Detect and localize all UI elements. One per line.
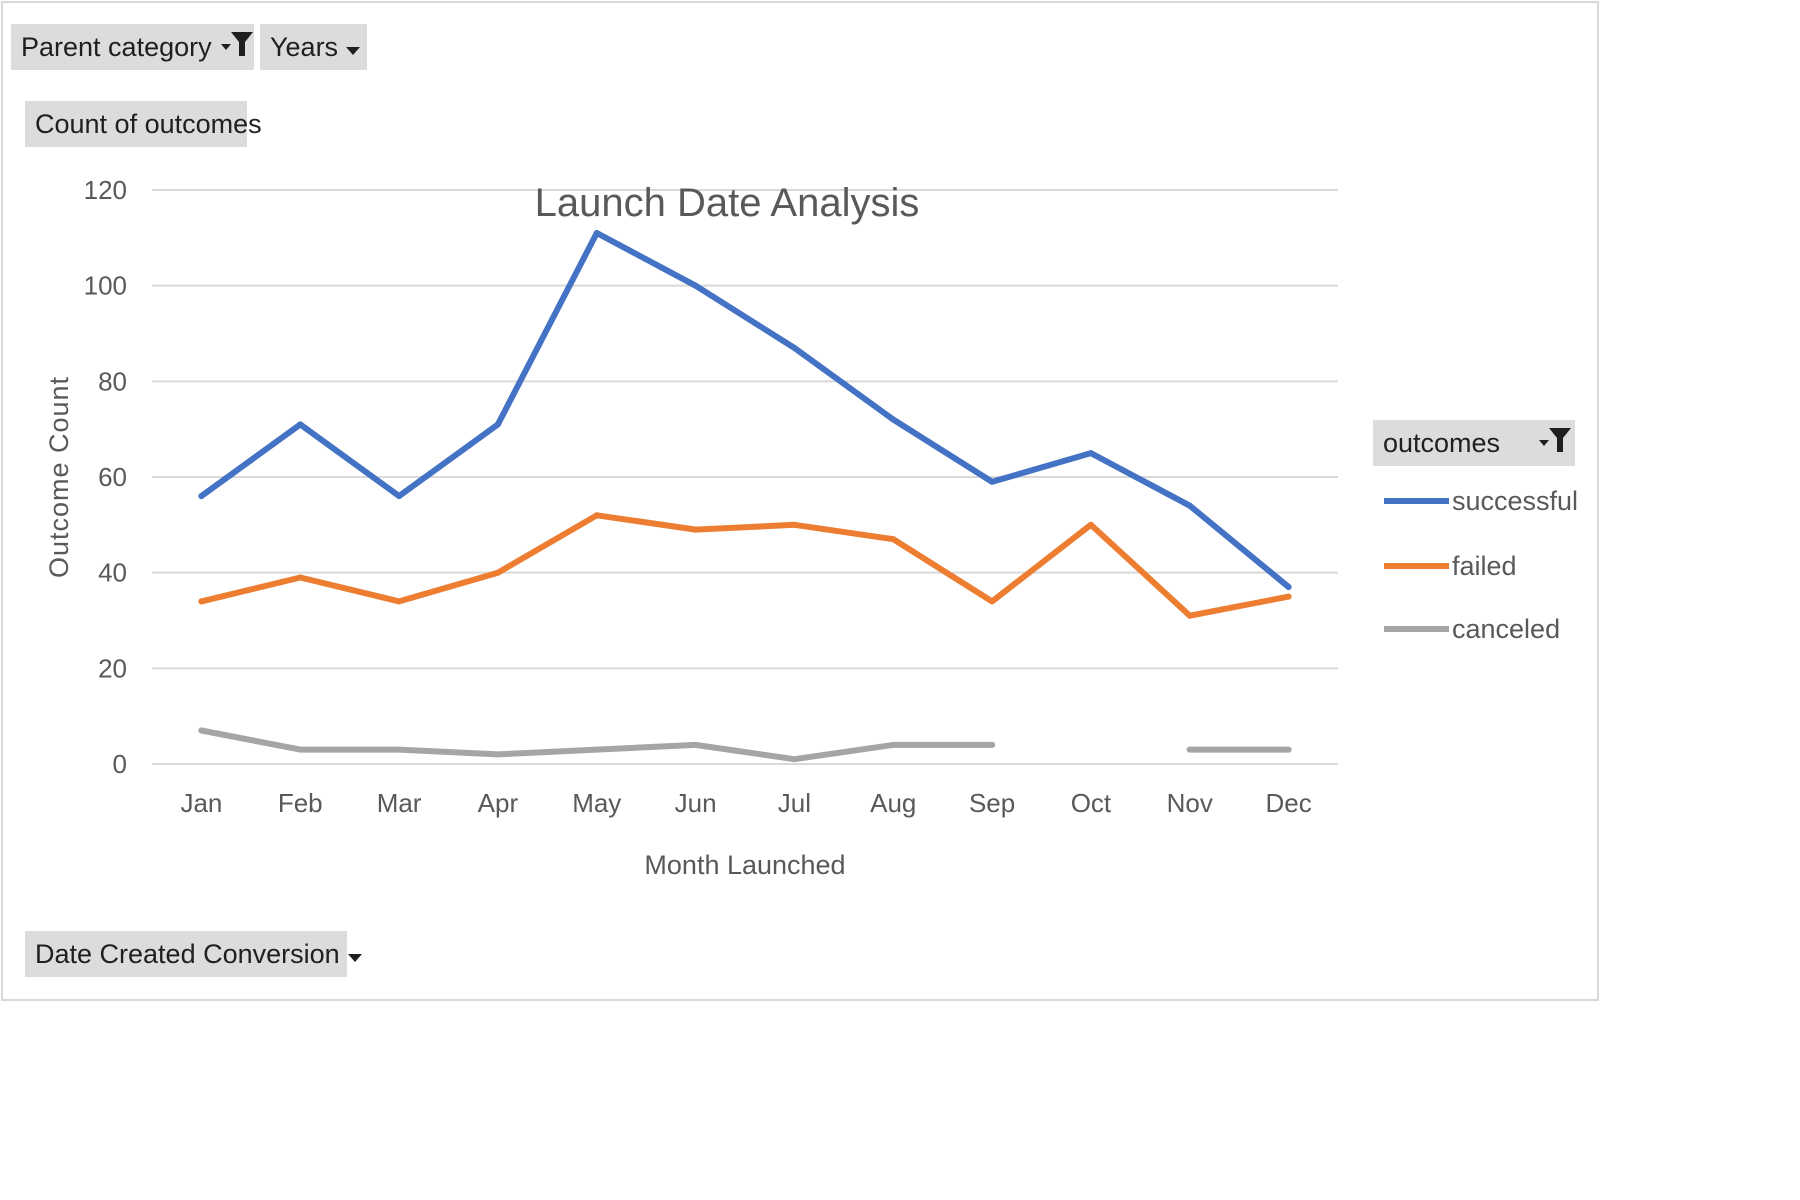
y-tick-label-100: 100 <box>84 271 127 301</box>
x-tick-label-aug: Aug <box>870 788 916 818</box>
y-tick-label-120: 120 <box>84 175 127 205</box>
legend-item-successful: successful <box>1384 486 1578 516</box>
x-tick-label-jul: Jul <box>778 788 811 818</box>
data-point-failed-dec <box>1285 593 1292 600</box>
x-tick-label-jun: Jun <box>675 788 717 818</box>
x-tick-label-feb: Feb <box>278 788 323 818</box>
data-point-successful-nov <box>1186 502 1193 509</box>
series-line-successful <box>198 230 1292 590</box>
data-point-successful-jun <box>692 282 699 289</box>
y-axis-title: Outcome Count <box>44 376 74 578</box>
x-tick-label-nov: Nov <box>1167 788 1213 818</box>
gridlines <box>152 189 1338 765</box>
data-point-successful-oct <box>1087 450 1094 457</box>
parent-category-label: Parent category <box>21 31 212 62</box>
y-tick-label-20: 20 <box>98 653 127 683</box>
dropdown-filter-icon <box>220 30 254 65</box>
data-point-failed-aug <box>890 536 897 543</box>
legend-item-canceled: canceled <box>1384 614 1560 644</box>
outcomes-legend-label: outcomes <box>1383 427 1501 458</box>
values-field-label: Count of outcomes <box>35 108 262 139</box>
data-point-failed-may <box>593 512 600 519</box>
count-of-outcomes-value-button[interactable]: Count of outcomes <box>25 101 262 147</box>
data-point-canceled-dec <box>1285 746 1292 753</box>
data-point-canceled-jul <box>791 756 798 763</box>
legend-item-failed: failed <box>1384 551 1517 581</box>
data-point-canceled-apr <box>494 751 501 758</box>
data-point-canceled-sep <box>989 741 996 748</box>
dropdown-arrow-icon <box>346 32 361 63</box>
legend-label-successful: successful <box>1452 485 1579 516</box>
y-axis-ticks: 0 20 40 60 80 100 120 <box>84 175 127 779</box>
data-point-successful-jul <box>791 344 798 351</box>
data-point-canceled-mar <box>396 746 403 753</box>
data-point-successful-sep <box>989 478 996 485</box>
data-point-canceled-feb <box>297 746 304 753</box>
x-tick-label-jan: Jan <box>180 788 222 818</box>
data-point-canceled-nov <box>1186 746 1193 753</box>
data-point-canceled-aug <box>890 741 897 748</box>
pivot-chart-frame <box>1 1 1599 1001</box>
x-axis-ticks: Jan Feb Mar Apr May Jun Jul Aug Sep Oct Nov Dec <box>180 788 1311 818</box>
dropdown-arrow-icon <box>347 939 362 970</box>
chart-title: Launch Date Analysis <box>535 181 920 225</box>
x-axis-title: Month Launched <box>644 850 845 880</box>
y-tick-label-0: 0 <box>113 749 127 779</box>
dropdown-filter-icon <box>1538 426 1572 461</box>
data-point-failed-feb <box>297 574 304 581</box>
legend-line-successful <box>1384 498 1449 504</box>
x-tick-label-may: May <box>572 788 621 818</box>
series-line-canceled <box>198 727 1292 763</box>
x-tick-label-sep: Sep <box>969 788 1015 818</box>
data-point-failed-jan <box>198 598 205 605</box>
y-tick-label-80: 80 <box>98 366 127 396</box>
data-point-failed-oct <box>1087 521 1094 528</box>
legend-line-canceled <box>1384 626 1449 632</box>
data-point-canceled-jun <box>692 741 699 748</box>
legend-line-failed <box>1384 563 1449 569</box>
legend-label-canceled: canceled <box>1452 613 1561 644</box>
date-created-conversion-field-button[interactable]: Date Created Conversion <box>25 931 362 977</box>
data-point-successful-feb <box>297 421 304 428</box>
data-point-canceled-may <box>593 746 600 753</box>
data-point-successful-dec <box>1285 584 1292 591</box>
data-point-successful-may <box>593 230 600 237</box>
data-point-successful-aug <box>890 416 897 423</box>
data-point-failed-nov <box>1186 612 1193 619</box>
y-tick-label-60: 60 <box>98 462 127 492</box>
data-point-failed-jul <box>791 521 798 528</box>
x-tick-label-oct: Oct <box>1071 788 1112 818</box>
years-field-button[interactable]: Years <box>260 24 367 70</box>
years-label: Years <box>270 31 339 62</box>
data-point-failed-sep <box>989 598 996 605</box>
data-point-successful-mar <box>396 493 403 500</box>
data-point-successful-jan <box>198 493 205 500</box>
data-point-failed-jun <box>692 526 699 533</box>
y-tick-label-40: 40 <box>98 558 127 588</box>
legend-label-failed: failed <box>1452 550 1517 581</box>
outcomes-legend-field-button[interactable]: outcomes <box>1373 420 1575 466</box>
series-line-failed <box>198 512 1292 619</box>
data-point-failed-mar <box>396 598 403 605</box>
date-created-conversion-label: Date Created Conversion <box>35 938 340 969</box>
x-tick-label-dec: Dec <box>1265 788 1311 818</box>
x-tick-label-apr: Apr <box>478 788 519 818</box>
data-point-canceled-jan <box>198 727 205 734</box>
data-point-failed-apr <box>494 569 501 576</box>
data-point-successful-apr <box>494 421 501 428</box>
series-lines <box>198 230 1292 763</box>
x-tick-label-mar: Mar <box>377 788 422 818</box>
parent-category-field-button[interactable]: Parent category <box>11 24 254 70</box>
